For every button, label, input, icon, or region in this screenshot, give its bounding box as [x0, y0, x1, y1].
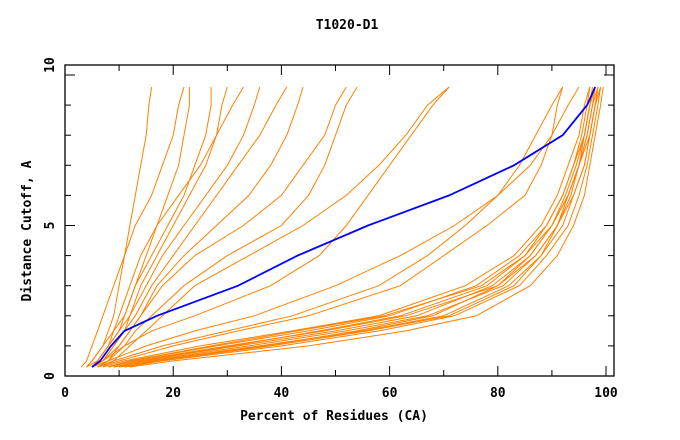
model-curve	[86, 87, 212, 368]
chart-title: T1020-D1	[316, 18, 379, 33]
model-curve	[124, 86, 596, 368]
x-tick-label: 100	[594, 386, 618, 401]
model-curve	[86, 86, 244, 368]
model-curve	[102, 86, 450, 368]
model-curve	[91, 86, 580, 368]
x-tick-label: 60	[382, 386, 398, 401]
x-axis-label: Percent of Residues (CA)	[240, 409, 428, 424]
x-tick-label: 0	[61, 386, 69, 401]
model-curve	[91, 86, 261, 368]
model-curve	[80, 86, 185, 368]
y-tick-label: 10	[43, 57, 58, 73]
x-tick-label: 80	[490, 386, 506, 401]
axes-group: 0 20 40 60 80 100 0 5 10	[43, 57, 618, 401]
model-curve	[97, 86, 564, 368]
plot-frame	[64, 64, 615, 377]
y-tick-label: 5	[43, 222, 58, 230]
model-curve	[102, 86, 591, 368]
model-curve	[113, 86, 591, 368]
highlight-curve	[91, 86, 597, 368]
model-curve	[119, 86, 602, 368]
model-curve	[97, 86, 358, 368]
model-curve	[91, 86, 347, 368]
model-curve	[97, 86, 564, 368]
curves-group	[80, 86, 604, 368]
model-curve	[124, 86, 602, 368]
x-tick-label: 20	[165, 386, 181, 401]
y-axis-label: Distance Cutoff, A	[20, 160, 35, 301]
x-tick-label: 40	[274, 386, 290, 401]
y-tick-label: 0	[43, 372, 58, 380]
model-curve	[129, 86, 604, 368]
